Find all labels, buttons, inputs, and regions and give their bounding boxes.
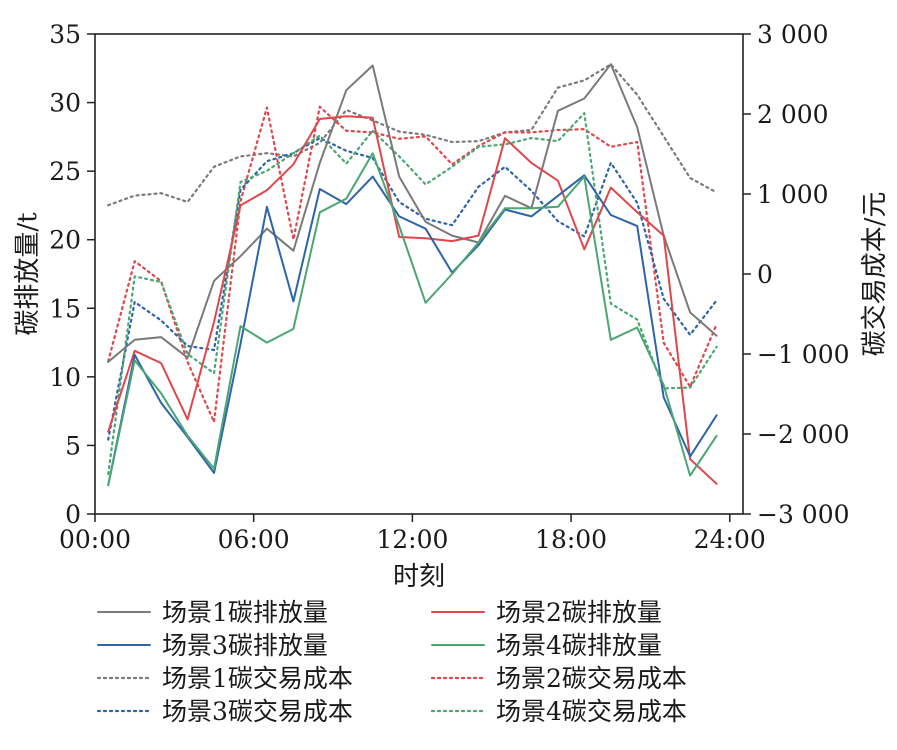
series-line-5 [107, 63, 718, 207]
legend-label: 场景4碳排放量 [496, 631, 662, 660]
series-line-1 [107, 63, 718, 363]
legend-label: 场景1碳交易成本 [162, 664, 353, 693]
axes-layer: 00:00 06:00 12:00 18:00 24:00 0 5 10 15 20 25 30 35 −… [49, 20, 849, 554]
series-line-7 [107, 136, 718, 441]
x-tick-label: 24:00 [694, 525, 766, 554]
x-tick-label: 00:00 [59, 525, 131, 554]
legend-label: 场景1碳排放量 [162, 598, 328, 627]
right-y-tick-label: 1 000 [757, 180, 829, 209]
right-y-tick-label: 0 [757, 260, 773, 289]
left-y-tick-label: 5 [65, 431, 81, 460]
left-y-tick-label: 0 [65, 500, 81, 529]
x-tick-label: 18:00 [535, 525, 607, 554]
x-tick-label: 06:00 [218, 525, 290, 554]
right-y-axis-label: 碳交易成本/元 [860, 192, 890, 357]
series-line-4 [107, 152, 718, 487]
series-line-2 [107, 115, 718, 485]
series-line-3 [107, 174, 718, 487]
series-line-8 [107, 112, 718, 476]
left-y-tick-label: 25 [49, 157, 81, 186]
right-y-tick-label: 3 000 [757, 20, 829, 49]
right-y-tick-label: −3 000 [757, 500, 850, 529]
right-y-tick-label: 2 000 [757, 100, 829, 129]
series-line-6 [107, 105, 718, 424]
legend-label: 场景3碳排放量 [162, 631, 328, 660]
left-y-tick-label: 20 [49, 226, 81, 255]
legend-label: 场景2碳排放量 [496, 598, 662, 627]
x-axis-label: 时刻 [393, 562, 445, 592]
x-tick-label: 12:00 [376, 525, 448, 554]
left-y-tick-label: 15 [49, 294, 81, 323]
right-y-tick-label: −1 000 [757, 340, 850, 369]
series-layer [107, 63, 718, 487]
legend-label: 场景4碳交易成本 [496, 697, 687, 726]
left-y-tick-label: 35 [49, 20, 81, 49]
left-y-tick-label: 10 [49, 363, 81, 392]
left-y-axis-label: 碳排放量/t [13, 212, 43, 336]
left-y-tick-label: 30 [49, 89, 81, 118]
legend-label: 场景2碳交易成本 [496, 664, 687, 693]
right-y-tick-label: −2 000 [757, 420, 850, 449]
legend-label: 场景3碳交易成本 [162, 697, 353, 726]
